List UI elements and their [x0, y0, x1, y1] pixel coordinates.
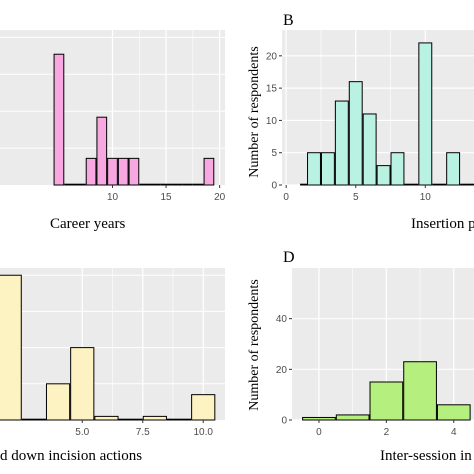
- panel-d-y-tick-label: 20: [276, 365, 288, 376]
- panel-d-x-tick-label: 4: [451, 427, 457, 438]
- panel-a-bar: [150, 183, 161, 186]
- panel-a-bars: [53, 53, 215, 186]
- panel-c-bar: [70, 347, 95, 421]
- panel-c: 5.0 7.5 10.0 d down incision actions: [0, 268, 225, 464]
- panel-b-y-label: Number of respondents: [247, 46, 262, 177]
- panel-b-bar: [376, 165, 391, 186]
- panel-c-bar: [118, 418, 143, 421]
- panel-b-bars: [300, 42, 474, 186]
- panel-a-bar: [128, 157, 140, 186]
- panel-a-bar: [96, 116, 108, 186]
- panel-d-bar: [302, 416, 336, 421]
- panel-b-bar: [418, 42, 433, 186]
- panel-a-bar: [117, 157, 129, 186]
- panel-d: D 0 2 4 0 20 40 Number of respondents Inter-…: [247, 249, 474, 464]
- panel-c-bar: [191, 394, 216, 421]
- panel-b-bar: [432, 183, 447, 186]
- panel-b-y-tick-label: 0: [271, 181, 277, 192]
- panel-b-x-tick-label: 10: [420, 192, 432, 203]
- panel-d-y-ticks: 0 20 40: [276, 314, 292, 427]
- panel-c-bars: [0, 274, 216, 421]
- panel-a-x-label: Career years: [50, 216, 126, 232]
- panel-c-x-label: d down incision actions: [0, 448, 142, 464]
- panel-b-x-tick-label: 5: [353, 192, 359, 203]
- panel-b-y-tick-label: 15: [266, 84, 278, 95]
- panel-b-bar: [390, 152, 405, 186]
- panel-b-bar: [334, 100, 349, 186]
- panel-b-bar: [362, 113, 377, 186]
- panel-b-bar: [348, 81, 363, 186]
- panel-a-x-tick-label: 20: [214, 192, 226, 203]
- panel-b-letter: B: [283, 12, 294, 29]
- panel-b-bar: [446, 152, 461, 186]
- panel-a-bar: [64, 183, 75, 186]
- panel-b-y-ticks: 0 5 10 15 20: [266, 51, 282, 192]
- panel-b-y-tick-label: 20: [266, 51, 278, 62]
- panel-d-x-label: Inter-session in: [380, 448, 472, 464]
- panel-a-bar: [160, 183, 172, 186]
- panel-a-bar: [139, 183, 151, 186]
- panel-a-bar: [203, 157, 215, 186]
- panel-a-bar: [53, 53, 65, 186]
- panel-a-bar: [192, 183, 204, 186]
- panel-b-bar: [307, 152, 321, 186]
- panel-d-x-tick-label: 0: [316, 427, 322, 438]
- panel-c-bar: [94, 415, 119, 421]
- panel-a-bar: [85, 157, 97, 186]
- panel-a-grid: [0, 30, 225, 185]
- panel-c-bar: [0, 274, 22, 421]
- panel-a-x-tick-label: 10: [107, 192, 119, 203]
- panel-d-letter: D: [283, 249, 295, 266]
- panel-d-x-tick-label: 2: [384, 427, 390, 438]
- panel-b-x-ticks: 0 5 10: [283, 185, 431, 203]
- panel-b: B 0 5 10 0 5 10 15 20 Number of respondents In…: [247, 12, 474, 232]
- panel-b-y-tick-label: 5: [271, 148, 277, 159]
- panel-d-y-tick-label: 0: [281, 416, 287, 427]
- panel-d-bar: [436, 404, 471, 421]
- panel-c-bar: [142, 415, 167, 421]
- panel-a-bar: [75, 183, 86, 186]
- panel-c-x-ticks: 5.0 7.5 10.0: [75, 420, 213, 438]
- panel-d-bar: [335, 414, 370, 421]
- panel-c-grid: [0, 268, 225, 420]
- panel-b-bar: [460, 183, 474, 186]
- panel-a-bar: [182, 183, 193, 186]
- panel-a: 10 15 20 Career years: [0, 30, 226, 232]
- panel-d-y-label: Number of respondents: [247, 279, 262, 410]
- panel-d-x-ticks: 0 2 4: [316, 420, 457, 438]
- panel-c-x-tick-label: 7.5: [136, 427, 150, 438]
- panel-a-x-ticks: 10 15 20: [107, 185, 226, 203]
- panel-a-bar: [171, 183, 183, 186]
- panel-a-bar: [107, 157, 118, 186]
- panel-a-x-tick-label: 15: [161, 192, 173, 203]
- panel-d-bar: [403, 361, 437, 421]
- panel-c-bar: [21, 418, 46, 421]
- panel-c-bar: [166, 418, 192, 421]
- panel-d-y-tick-label: 40: [276, 314, 288, 325]
- panel-b-x-tick-label: 0: [283, 192, 289, 203]
- panel-d-bar: [369, 381, 404, 421]
- panel-c-x-tick-label: 10.0: [193, 427, 213, 438]
- panel-c-x-tick-label: 5.0: [75, 427, 89, 438]
- panel-b-bar: [404, 183, 419, 186]
- panel-d-bars: [302, 361, 471, 421]
- panel-c-bar: [45, 383, 71, 421]
- panel-b-y-tick-label: 10: [266, 116, 278, 127]
- panel-b-x-label: Insertion p: [411, 216, 474, 232]
- panel-b-bar: [320, 152, 335, 186]
